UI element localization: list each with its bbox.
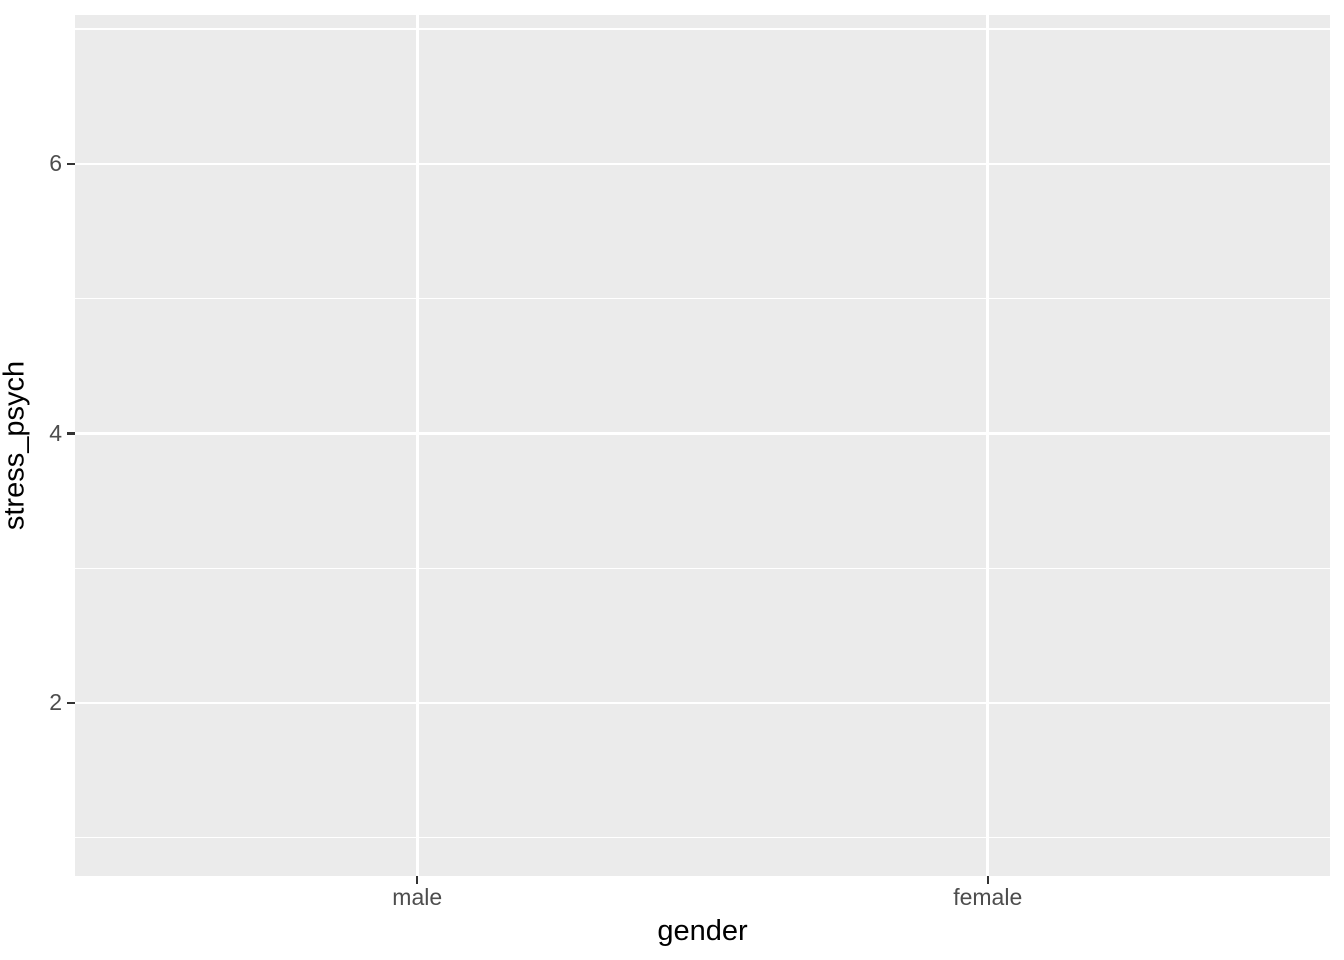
y-tick-mark bbox=[67, 432, 75, 435]
x-tick-mark bbox=[986, 876, 989, 884]
x-tick-label: female bbox=[953, 884, 1023, 910]
gridline-minor-y bbox=[75, 28, 1330, 30]
y-tick-label: 2 bbox=[49, 689, 62, 716]
y-tick-label: 4 bbox=[49, 419, 62, 446]
gridline-minor-y bbox=[75, 567, 1330, 569]
gridline-minor-y bbox=[75, 837, 1330, 839]
gridline-minor-y bbox=[75, 297, 1330, 300]
y-tick-mark bbox=[67, 701, 75, 705]
x-tick-label: male bbox=[392, 884, 443, 910]
y-tick-mark bbox=[67, 162, 75, 165]
gridline-major-y bbox=[75, 701, 1330, 705]
plot-panel bbox=[75, 15, 1330, 876]
y-tick-label: 6 bbox=[49, 150, 62, 177]
gridline-major-x bbox=[986, 15, 990, 876]
gridline-major-y bbox=[75, 162, 1330, 166]
gridline-major-x bbox=[415, 15, 419, 876]
x-axis-title: gender bbox=[657, 915, 748, 947]
x-tick-mark bbox=[416, 876, 419, 884]
gridline-major-y bbox=[75, 432, 1330, 435]
